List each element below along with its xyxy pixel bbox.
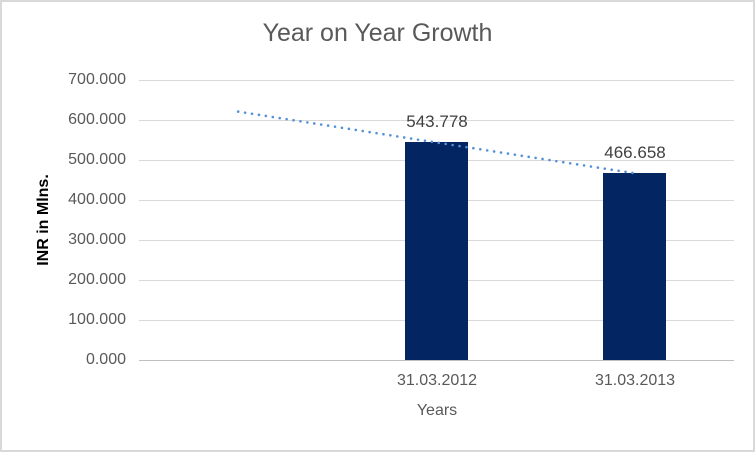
y-tick-label: 100.000 [68,311,126,328]
x-axis-title: Years [416,402,458,419]
gridline [139,80,734,81]
y-tick-label: 700.000 [68,71,126,88]
y-tick-label: 400.000 [68,191,126,208]
bar-31.03.2013 [603,173,666,360]
y-axis-title: INR in Mlns. [35,174,52,266]
y-tick-label: 0.000 [85,351,126,368]
x-category-label: 31.03.2013 [594,372,676,389]
x-axis-line [139,360,734,361]
bar-31.03.2012 [405,142,468,360]
y-tick-label: 600.000 [68,111,126,128]
x-category-label: 31.03.2012 [396,372,478,389]
data-label: 466.658 [604,143,666,162]
y-tick-label: 300.000 [68,231,126,248]
y-tick-label: 500.000 [68,151,126,168]
chart-title: Year on Year Growth [262,19,493,47]
y-tick-label: 200.000 [68,271,126,288]
data-label: 543.778 [406,112,468,131]
